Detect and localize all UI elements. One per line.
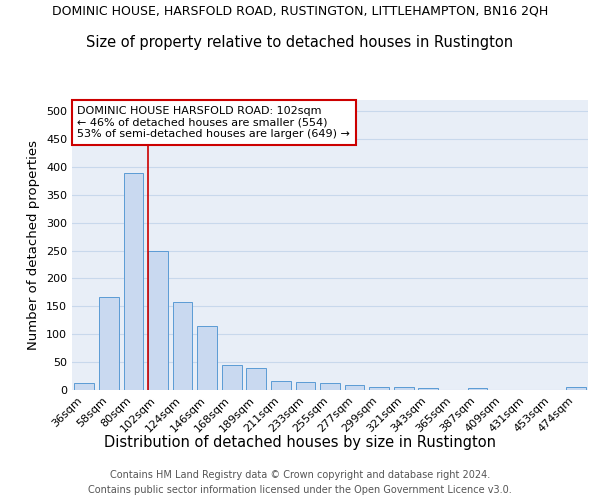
Text: Distribution of detached houses by size in Rustington: Distribution of detached houses by size … [104, 435, 496, 450]
Text: Contains public sector information licensed under the Open Government Licence v3: Contains public sector information licen… [88, 485, 512, 495]
Bar [74, 383, 94, 390]
Y-axis label: Number of detached properties: Number of detached properties [28, 140, 40, 350]
Bar [418, 388, 438, 390]
Bar [566, 387, 586, 390]
Text: DOMINIC HOUSE, HARSFOLD ROAD, RUSTINGTON, LITTLEHAMPTON, BN16 2QH: DOMINIC HOUSE, HARSFOLD ROAD, RUSTINGTON… [52, 5, 548, 18]
Bar [124, 172, 143, 390]
Text: Contains HM Land Registry data © Crown copyright and database right 2024.: Contains HM Land Registry data © Crown c… [110, 470, 490, 480]
Bar [173, 302, 193, 390]
Bar [467, 388, 487, 390]
Bar [320, 383, 340, 390]
Bar [222, 366, 242, 390]
Bar [148, 250, 168, 390]
Bar [370, 386, 389, 390]
Bar [197, 326, 217, 390]
Bar [247, 368, 266, 390]
Bar [99, 297, 119, 390]
Bar [271, 380, 290, 390]
Text: DOMINIC HOUSE HARSFOLD ROAD: 102sqm
← 46% of detached houses are smaller (554)
5: DOMINIC HOUSE HARSFOLD ROAD: 102sqm ← 46… [77, 106, 350, 139]
Text: Size of property relative to detached houses in Rustington: Size of property relative to detached ho… [86, 35, 514, 50]
Bar [394, 387, 413, 390]
Bar [296, 382, 315, 390]
Bar [345, 385, 364, 390]
